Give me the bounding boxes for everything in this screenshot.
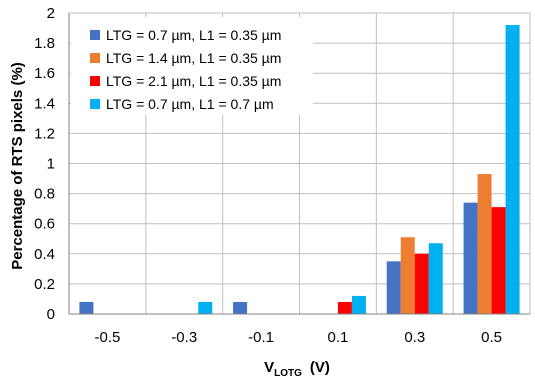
legend-label: LTG = 0.7 µm, L1 = 0.35 µm — [106, 27, 281, 43]
x-tick-label: -0.1 — [248, 329, 274, 346]
bar — [400, 237, 415, 314]
bar — [79, 301, 94, 314]
bar — [505, 25, 520, 314]
bar — [463, 202, 478, 314]
x-axis-title-main: V — [264, 359, 274, 376]
legend-swatch — [90, 53, 100, 63]
bar — [414, 253, 429, 314]
bar — [386, 261, 401, 314]
x-tick-label: -0.5 — [94, 329, 120, 346]
y-tick-label: 0.8 — [34, 186, 55, 203]
x-axis-title-subscript: LOTG — [274, 368, 302, 379]
axes: 0 0.2 0.4 0.6 0.8 1 1.2 1.4 1.6 1.8 2 -0.5 -0.3 -0.1 0… — [34, 5, 530, 346]
x-tick-label: 0.5 — [481, 329, 502, 346]
y-tick-label: 2 — [47, 5, 55, 22]
x-axis-title: VLOTG (V) — [264, 359, 330, 379]
y-tick-label: 0.6 — [34, 216, 55, 233]
bar — [428, 243, 443, 314]
x-tick-label: 0.1 — [327, 329, 348, 346]
bar — [233, 301, 248, 314]
legend-swatch — [90, 99, 100, 109]
y-tick-label: 0 — [47, 306, 55, 323]
y-tick-label: 1.8 — [34, 35, 55, 52]
legend-swatch — [90, 76, 100, 86]
bars — [79, 25, 520, 314]
legend-label: LTG = 0.7 µm, L1 = 0.7 µm — [106, 96, 274, 112]
legend-background — [71, 17, 313, 115]
y-tick-label: 1.4 — [34, 95, 55, 112]
bar — [477, 174, 492, 314]
y-tick-label: 1.2 — [34, 125, 55, 142]
x-axis-title-unit: (V) — [310, 359, 330, 376]
bar — [198, 301, 213, 314]
bar — [337, 301, 352, 314]
y-tick-label: 0.2 — [34, 276, 55, 293]
x-tick-label: 0.3 — [404, 329, 425, 346]
legend-label: LTG = 2.1 µm, L1 = 0.35 µm — [106, 73, 281, 89]
legend: LTG = 0.7 µm, L1 = 0.35 µm LTG = 1.4 µm, … — [71, 17, 313, 115]
y-tick-label: 1.6 — [34, 65, 55, 82]
x-tick-label: -0.3 — [171, 329, 197, 346]
bar — [351, 295, 366, 314]
legend-label: LTG = 1.4 µm, L1 = 0.35 µm — [106, 50, 281, 66]
bar — [491, 207, 506, 314]
y-tick-label: 1 — [47, 156, 55, 173]
y-tick-label: 0.4 — [34, 246, 55, 263]
y-axis-title: Percentage of RTS pixels (%) — [9, 62, 26, 270]
legend-swatch — [90, 30, 100, 40]
